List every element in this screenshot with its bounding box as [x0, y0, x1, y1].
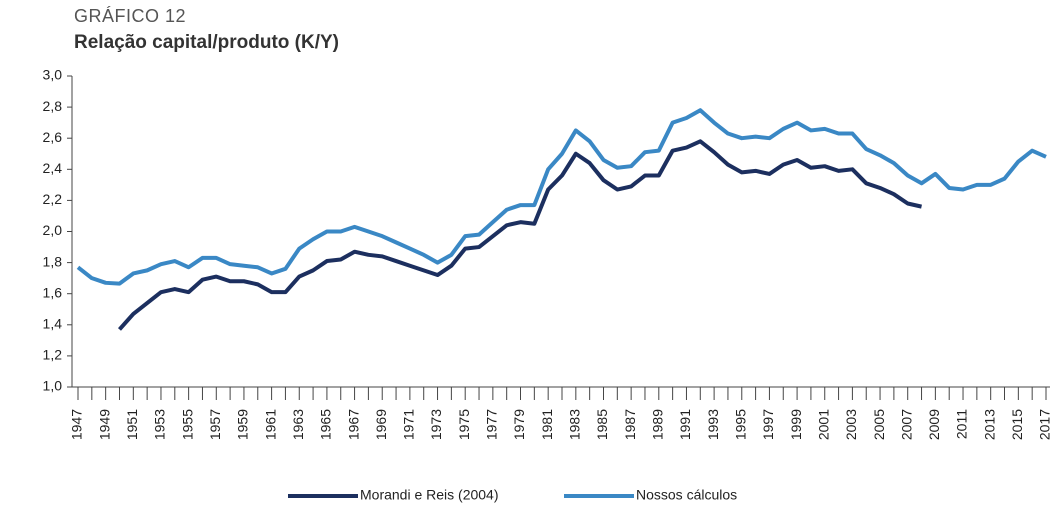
y-tick-label: 2,4 [43, 160, 63, 176]
x-tick-label: 1997 [760, 409, 776, 440]
x-tick-label: 2011 [954, 409, 970, 439]
x-tick-label: 1995 [732, 409, 748, 440]
x-tick-label: 2013 [981, 409, 997, 440]
x-tick-label: 2005 [871, 409, 887, 440]
legend-label: Morandi e Reis (2004) [360, 487, 499, 503]
x-tick-label: 1971 [401, 409, 417, 440]
y-tick-label: 1,0 [43, 378, 63, 394]
line-series [76, 108, 1047, 286]
x-tick-label: 1975 [456, 409, 472, 440]
x-tick-label: 1965 [318, 409, 334, 440]
x-tick-label: 2007 [898, 409, 914, 440]
x-tick-label: 1987 [622, 409, 638, 440]
y-tick-label: 1,4 [43, 316, 63, 332]
x-tick-label: 1993 [705, 409, 721, 440]
y-tick-label: 1,2 [43, 347, 63, 363]
x-tick-label: 2017 [1037, 409, 1053, 440]
x-tick-label: 1985 [594, 409, 610, 440]
x-tick-label: 1983 [567, 409, 583, 440]
x-tick-label: 2001 [815, 409, 831, 440]
y-tick-label: 3,0 [43, 67, 63, 83]
y-tick-label: 2,6 [43, 129, 63, 145]
x-tick-label: 2015 [1009, 409, 1025, 440]
x-tick-label: 1963 [290, 409, 306, 440]
y-tick-label: 2,2 [43, 191, 63, 207]
chart-supertitle: GRÁFICO 12 [74, 6, 186, 26]
x-tick-label: 1967 [345, 409, 361, 440]
line-series [117, 139, 922, 331]
y-tick-label: 1,8 [43, 253, 63, 269]
chart-title: Relação capital/produto (K/Y) [74, 32, 339, 53]
x-tick-label: 1989 [650, 409, 666, 440]
x-tick-label: 1977 [484, 409, 500, 440]
x-tick-label: 1947 [69, 409, 85, 440]
x-tick-label: 1973 [428, 409, 444, 440]
x-tick-label: 1957 [207, 409, 223, 440]
y-tick-label: 2,8 [43, 98, 63, 114]
x-tick-label: 1981 [539, 409, 555, 440]
x-tick-label: 1953 [152, 409, 168, 440]
x-tick-label: 1969 [373, 409, 389, 440]
y-tick-label: 1,6 [43, 284, 63, 300]
x-tick-label: 1961 [262, 409, 278, 440]
x-tick-label: 1959 [235, 409, 251, 440]
x-tick-label: 1955 [179, 409, 195, 440]
legend-label: Nossos cálculos [636, 487, 737, 503]
x-tick-label: 1999 [788, 409, 804, 440]
x-tick-label: 1991 [677, 409, 693, 440]
x-tick-label: 1979 [511, 409, 527, 440]
x-tick-label: 2003 [843, 409, 859, 440]
y-tick-label: 2,0 [43, 222, 63, 238]
x-tick-label: 1951 [124, 409, 140, 440]
x-tick-label: 2009 [926, 409, 942, 440]
x-tick-label: 1949 [96, 409, 112, 440]
